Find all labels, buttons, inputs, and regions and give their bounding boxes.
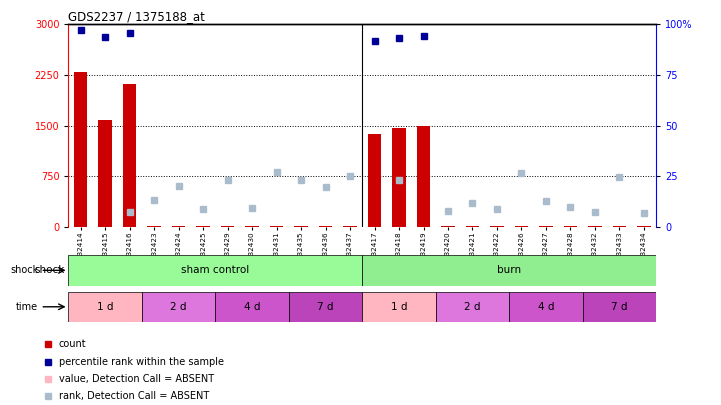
Bar bbox=[466, 226, 479, 227]
Bar bbox=[196, 226, 210, 227]
Text: 2 d: 2 d bbox=[170, 302, 187, 312]
Text: shock: shock bbox=[35, 265, 65, 275]
Bar bbox=[74, 72, 87, 227]
Bar bbox=[637, 226, 650, 227]
Bar bbox=[289, 292, 363, 322]
Bar bbox=[509, 292, 583, 322]
Bar bbox=[99, 120, 112, 227]
Text: rank, Detection Call = ABSENT: rank, Detection Call = ABSENT bbox=[59, 391, 209, 401]
Bar bbox=[123, 84, 136, 227]
Bar bbox=[221, 226, 234, 227]
Bar bbox=[588, 226, 601, 227]
Text: 7 d: 7 d bbox=[317, 302, 334, 312]
Text: 1 d: 1 d bbox=[391, 302, 407, 312]
Bar bbox=[583, 292, 656, 322]
Text: shock: shock bbox=[10, 265, 38, 275]
Text: percentile rank within the sample: percentile rank within the sample bbox=[59, 357, 224, 367]
Bar bbox=[435, 292, 509, 322]
Bar bbox=[68, 255, 363, 286]
Text: 4 d: 4 d bbox=[244, 302, 260, 312]
Text: 2 d: 2 d bbox=[464, 302, 481, 312]
Bar bbox=[294, 226, 308, 227]
Text: count: count bbox=[59, 339, 87, 350]
Bar bbox=[363, 255, 656, 286]
Text: 1 d: 1 d bbox=[97, 302, 113, 312]
Bar bbox=[490, 226, 504, 227]
Bar bbox=[148, 226, 161, 227]
Text: time: time bbox=[16, 302, 38, 312]
Bar bbox=[216, 292, 289, 322]
Bar bbox=[270, 226, 283, 227]
Text: 7 d: 7 d bbox=[611, 302, 628, 312]
Bar bbox=[613, 226, 626, 227]
Bar bbox=[245, 226, 259, 227]
Bar bbox=[441, 226, 455, 227]
Text: value, Detection Call = ABSENT: value, Detection Call = ABSENT bbox=[59, 374, 214, 384]
Text: GDS2237 / 1375188_at: GDS2237 / 1375188_at bbox=[68, 10, 205, 23]
Bar bbox=[319, 226, 332, 227]
Text: 4 d: 4 d bbox=[538, 302, 554, 312]
Bar bbox=[515, 226, 528, 227]
Bar bbox=[142, 292, 216, 322]
Bar bbox=[363, 292, 435, 322]
Text: sham control: sham control bbox=[181, 265, 249, 275]
Bar bbox=[564, 226, 577, 227]
Bar bbox=[68, 292, 142, 322]
Bar bbox=[392, 128, 406, 227]
Bar bbox=[172, 226, 185, 227]
Text: burn: burn bbox=[497, 265, 521, 275]
Bar bbox=[417, 126, 430, 227]
Bar bbox=[343, 226, 357, 227]
Bar bbox=[368, 134, 381, 227]
Bar bbox=[539, 226, 553, 227]
